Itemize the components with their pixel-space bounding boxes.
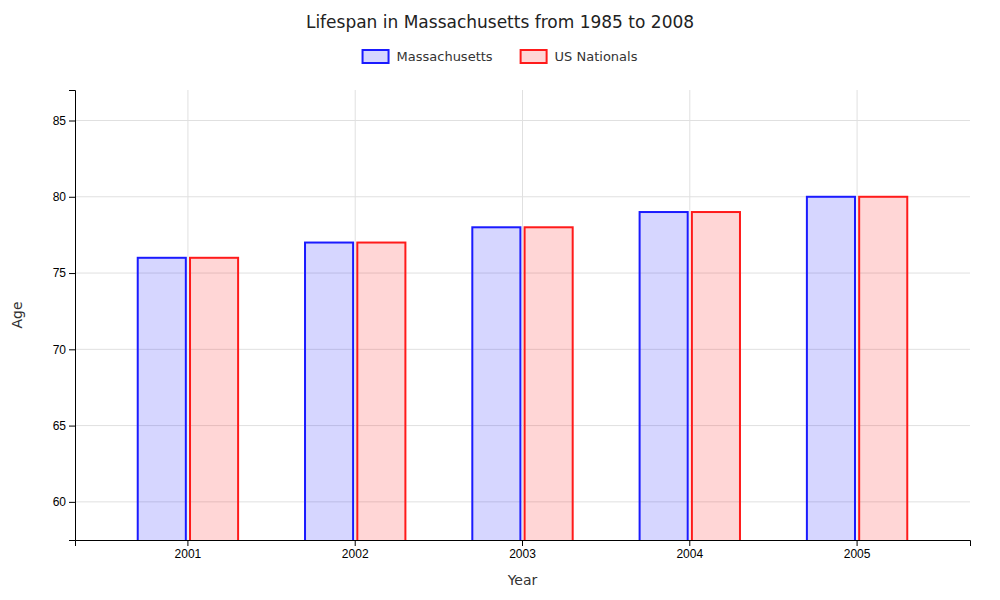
tick-mark [857, 540, 858, 546]
tick: 85 [53, 114, 75, 128]
tick-label: 75 [53, 266, 67, 280]
bar [525, 227, 573, 540]
tick-label: 65 [53, 419, 67, 433]
x-axis-title: Year [507, 572, 538, 588]
bar-series [138, 197, 855, 540]
bar [472, 227, 520, 540]
x-axis: 2001 2002 2003 2004 2005 [76, 540, 971, 561]
legend-item: US Nationals [521, 49, 638, 64]
legend-item: Massachusetts [363, 49, 493, 64]
tick: 60 [53, 495, 75, 509]
bar [305, 243, 353, 540]
tick-mark [355, 540, 356, 546]
tick: 65 [53, 419, 75, 433]
tick-label: 70 [53, 343, 67, 357]
legend-swatch [363, 50, 389, 63]
tick-mark [69, 502, 75, 503]
tick: 2001 [175, 540, 202, 561]
tick-label: 2002 [342, 547, 369, 561]
bar [807, 197, 855, 540]
chart: 2001 2002 2003 2004 2005 60 65 70 75 80 85 Year Age L… [0, 0, 1000, 600]
bar [692, 212, 740, 540]
tick-mark [69, 426, 75, 427]
tick: 2005 [844, 540, 871, 561]
tick-mark [522, 540, 523, 546]
tick-label: 2003 [509, 547, 536, 561]
tick: 2003 [509, 540, 536, 561]
tick-mark [187, 540, 188, 546]
tick-label: 2001 [175, 547, 202, 561]
tick-mark [689, 540, 690, 546]
bars [138, 197, 908, 540]
tick-label: 85 [53, 114, 67, 128]
tick-mark [69, 273, 75, 274]
tick: 70 [53, 343, 75, 357]
plot: 2001 2002 2003 2004 2005 60 65 70 75 80 85 [53, 90, 971, 600]
tick-label: 60 [53, 495, 67, 509]
legend-label: US Nationals [555, 49, 638, 64]
tick: 80 [53, 190, 75, 204]
tick-label: 2004 [676, 547, 703, 561]
axis-line [69, 91, 76, 541]
legend: Massachusetts US Nationals [363, 49, 638, 64]
axis-line [76, 541, 971, 547]
tick-label: 80 [53, 190, 67, 204]
y-axis: 60 65 70 75 80 85 [53, 91, 76, 541]
bar [138, 258, 186, 540]
title: Lifespan in Massachusetts from 1985 to 2… [306, 12, 694, 32]
tick-mark [69, 121, 75, 122]
tick: 2004 [676, 540, 703, 561]
grid-line [355, 90, 356, 540]
y-axis-title: Age [9, 301, 25, 328]
bar [859, 197, 907, 540]
grid-line [187, 90, 188, 540]
bar [640, 212, 688, 540]
grid-line [857, 90, 858, 540]
bar [357, 243, 405, 540]
grid-line [689, 90, 690, 540]
tick-mark [69, 197, 75, 198]
bar [190, 258, 238, 540]
grid-line [522, 90, 523, 540]
tick-mark [69, 349, 75, 350]
legend-swatch [521, 50, 547, 63]
tick: 2002 [342, 540, 369, 561]
bar-series [190, 197, 907, 540]
tick: 75 [53, 266, 75, 280]
legend-label: Massachusetts [397, 49, 493, 64]
tick-label: 2005 [844, 547, 871, 561]
